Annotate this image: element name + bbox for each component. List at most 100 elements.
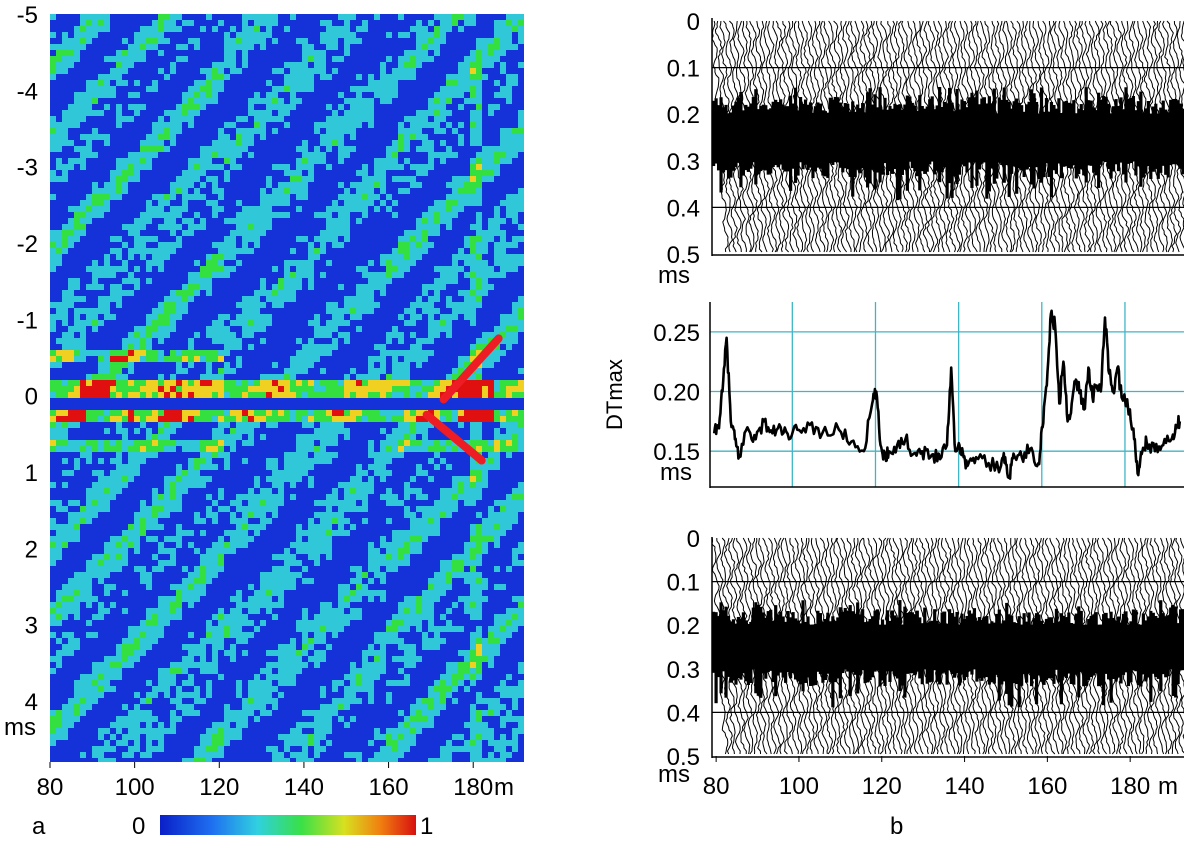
heatmap-cell — [200, 446, 206, 452]
heatmap-cell — [182, 740, 188, 746]
heatmap-cell — [140, 380, 146, 386]
heatmap-cell — [104, 140, 110, 146]
heatmap-cell — [104, 98, 110, 104]
heatmap-cell — [188, 248, 194, 254]
heatmap-cell — [242, 470, 248, 476]
heatmap-cell — [116, 158, 122, 164]
heatmap-cell — [98, 614, 104, 620]
heatmap-cell — [194, 92, 200, 98]
heatmap-cell — [272, 32, 278, 38]
heatmap-cell — [278, 200, 284, 206]
heatmap-cell — [116, 170, 122, 176]
heatmap-cell — [98, 296, 104, 302]
heatmap-cell — [212, 248, 218, 254]
heatmap-cell — [74, 230, 80, 236]
heatmap-cell — [188, 494, 194, 500]
heatmap-cell — [266, 410, 272, 416]
heatmap-cell — [230, 254, 236, 260]
heatmap-cell — [272, 26, 278, 32]
heatmap-cell — [260, 734, 266, 740]
heatmap-cell — [62, 584, 68, 590]
heatmap-cell — [62, 152, 68, 158]
heatmap-cell — [68, 332, 74, 338]
heatmap-cell — [116, 536, 122, 542]
heatmap-cell — [170, 446, 176, 452]
heatmap-cell — [80, 212, 86, 218]
heatmap-cell — [98, 602, 104, 608]
heatmap-cell — [152, 74, 158, 80]
heatmap-cell — [212, 194, 218, 200]
heatmap-cell — [80, 422, 86, 428]
heatmap-cell — [230, 734, 236, 740]
heatmap-cell — [188, 614, 194, 620]
heatmap-cell — [236, 368, 242, 374]
heatmap-cell — [128, 152, 134, 158]
heatmap-cell — [140, 428, 146, 434]
heatmap-cell — [206, 518, 212, 524]
heatmap-cell — [104, 536, 110, 542]
heatmap-cell — [164, 416, 170, 422]
heatmap-cell — [62, 86, 68, 92]
heatmap-cell — [140, 452, 146, 458]
heatmap-cell — [122, 434, 128, 440]
heatmap-cell — [278, 410, 284, 416]
heatmap-cell — [158, 482, 164, 488]
heatmap-cell — [104, 20, 110, 26]
heatmap-cell — [158, 458, 164, 464]
heatmap-cell — [98, 350, 104, 356]
heatmap-cell — [182, 458, 188, 464]
heatmap-cell — [92, 656, 98, 662]
heatmap-cell — [104, 440, 110, 446]
heatmap-cell — [200, 254, 206, 260]
heatmap-cell — [80, 518, 86, 524]
heatmap-cell — [50, 188, 56, 194]
heatmap-cell — [284, 626, 290, 632]
heatmap-cell — [62, 518, 68, 524]
heatmap-cell — [50, 140, 56, 146]
heatmap-cell — [152, 50, 158, 56]
heatmap-cell — [248, 422, 254, 428]
heatmap-cell — [176, 230, 182, 236]
heatmap-cell — [158, 650, 164, 656]
heatmap-cell — [158, 626, 164, 632]
heatmap-cell — [50, 32, 56, 38]
heatmap-cell — [104, 260, 110, 266]
heatmap-cell — [104, 188, 110, 194]
heatmap-cell — [56, 410, 62, 416]
heatmap-cell — [50, 128, 56, 134]
heatmap-cell — [188, 116, 194, 122]
heatmap-cell — [134, 566, 140, 572]
heatmap-cell — [176, 380, 182, 386]
heatmap-cell — [182, 278, 188, 284]
heatmap-cell — [140, 518, 146, 524]
heatmap-cell — [272, 104, 278, 110]
heatmap-cell — [278, 98, 284, 104]
heatmap-cell — [134, 602, 140, 608]
heatmap-cell — [194, 374, 200, 380]
heatmap-cell — [284, 416, 290, 422]
heatmap-cell — [62, 398, 68, 404]
heatmap-cell — [176, 620, 182, 626]
heatmap-cell — [116, 140, 122, 146]
heatmap-cell — [200, 374, 206, 380]
heatmap-cell — [116, 278, 122, 284]
heatmap-cell — [140, 50, 146, 56]
heatmap-cell — [68, 674, 74, 680]
heatmap-cell — [278, 86, 284, 92]
heatmap-cell — [224, 182, 230, 188]
heatmap-cell — [164, 662, 170, 668]
heatmap-cell — [134, 512, 140, 518]
heatmap-cell — [152, 470, 158, 476]
heatmap-cell — [74, 698, 80, 704]
heatmap-cell — [236, 128, 242, 134]
heatmap-cell — [56, 566, 62, 572]
heatmap-cell — [266, 572, 272, 578]
heatmap-cell — [104, 74, 110, 80]
heatmap-cell — [230, 674, 236, 680]
heatmap-cell — [128, 14, 134, 20]
heatmap-cell — [68, 110, 74, 116]
heatmap-cell — [140, 584, 146, 590]
heatmap-cell — [200, 218, 206, 224]
heatmap-cell — [254, 146, 260, 152]
